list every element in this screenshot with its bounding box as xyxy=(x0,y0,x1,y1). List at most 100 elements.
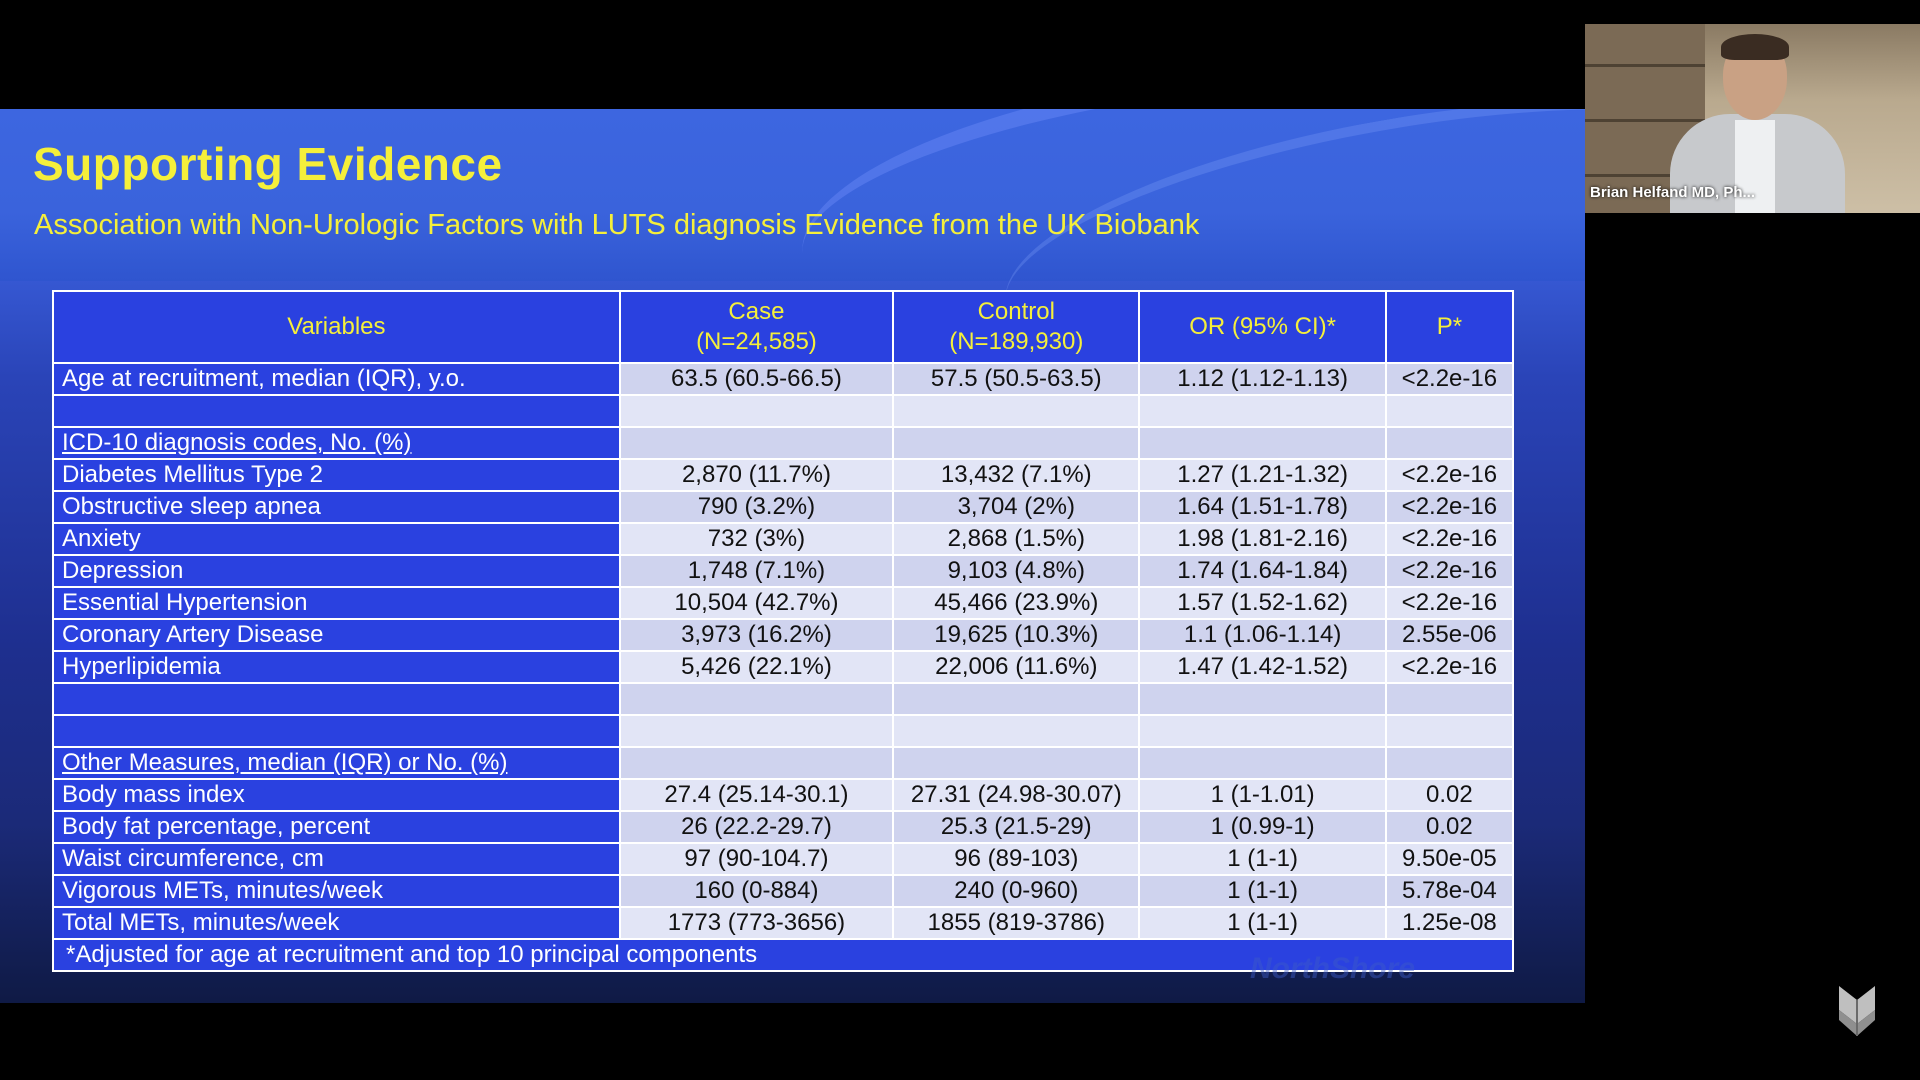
cell-control: 9,103 (4.8%) xyxy=(892,554,1141,588)
row-label: Age at recruitment, median (IQR), y.o. xyxy=(52,362,621,396)
row-label: Body mass index xyxy=(52,778,621,812)
cell-control xyxy=(892,746,1141,780)
row-label xyxy=(52,682,621,716)
table-row: Body mass index 27.4 (25.14-30.1) 27.31 (2… xyxy=(52,778,1515,812)
cell-control xyxy=(892,714,1141,748)
row-label: Hyperlipidemia xyxy=(52,650,621,684)
cell-p xyxy=(1384,426,1515,460)
row-label: Diabetes Mellitus Type 2 xyxy=(52,458,621,492)
cell-p: <2.2e-16 xyxy=(1384,554,1515,588)
row-label xyxy=(52,714,621,748)
cell-or: 1 (0.99-1) xyxy=(1138,810,1387,844)
cell-case: 26 (22.2-29.7) xyxy=(618,810,895,844)
row-label: Total METs, minutes/week xyxy=(52,906,621,940)
table-row: Waist circumference, cm 97 (90-104.7) 96 (… xyxy=(52,842,1515,876)
shelf-line xyxy=(1585,64,1705,67)
cell-case: 2,870 (11.7%) xyxy=(618,458,895,492)
slide-watermark-logo: NorthShore xyxy=(1250,952,1415,985)
row-label: Other Measures, median (IQR) or No. (%) xyxy=(52,746,621,780)
table-row: Essential Hypertension 10,504 (42.7%) 45,4… xyxy=(52,586,1515,620)
table-row: Obstructive sleep apnea 790 (3.2%) 3,704 (… xyxy=(52,490,1515,524)
cell-case xyxy=(618,746,895,780)
cell-p: <2.2e-16 xyxy=(1384,522,1515,556)
cell-or: 1 (1-1) xyxy=(1138,842,1387,876)
cell-control: 19,625 (10.3%) xyxy=(892,618,1141,652)
row-label: Body fat percentage, percent xyxy=(52,810,621,844)
table-row: Anxiety 732 (3%) 2,868 (1.5%) 1.98 (1.81-2.… xyxy=(52,522,1515,556)
cell-or: 1.98 (1.81-2.16) xyxy=(1138,522,1387,556)
table-row: ICD-10 diagnosis codes, No. (%) xyxy=(52,426,1515,460)
cell-case: 3,973 (16.2%) xyxy=(618,618,895,652)
slide-subtitle: Association with Non-Urologic Factors wi… xyxy=(34,209,1200,241)
slide-title: Supporting Evidence xyxy=(33,138,503,190)
cell-control: 22,006 (11.6%) xyxy=(892,650,1141,684)
cell-case xyxy=(618,714,895,748)
cell-case xyxy=(618,682,895,716)
cell-p: <2.2e-16 xyxy=(1384,458,1515,492)
slide-header-band xyxy=(0,109,1585,281)
cell-or: 1.1 (1.06-1.14) xyxy=(1138,618,1387,652)
cell-case: 160 (0-884) xyxy=(618,874,895,908)
cell-p: 0.02 xyxy=(1384,778,1515,812)
table-row: Vigorous METs, minutes/week 160 (0-884) 24… xyxy=(52,874,1515,908)
table-row: Total METs, minutes/week 1773 (773-3656) 1… xyxy=(52,906,1515,940)
evidence-table: Variables Case (N=24,585) Control (N=189… xyxy=(52,290,1515,972)
cell-or xyxy=(1138,714,1387,748)
participant-hair xyxy=(1721,34,1789,60)
cell-control: 27.31 (24.98-30.07) xyxy=(892,778,1141,812)
presentation-slide: Supporting Evidence Association with Non… xyxy=(0,109,1585,1003)
cell-p: <2.2e-16 xyxy=(1384,490,1515,524)
cell-or xyxy=(1138,426,1387,460)
cell-case: 97 (90-104.7) xyxy=(618,842,895,876)
cell-p xyxy=(1384,714,1515,748)
cell-or: 1.27 (1.21-1.32) xyxy=(1138,458,1387,492)
participant-name-label: Brian Helfand MD, Ph... xyxy=(1590,184,1756,201)
cell-case: 27.4 (25.14-30.1) xyxy=(618,778,895,812)
cell-or: 1.12 (1.12-1.13) xyxy=(1138,362,1387,396)
cell-or: 1.64 (1.51-1.78) xyxy=(1138,490,1387,524)
cell-p: <2.2e-16 xyxy=(1384,362,1515,396)
row-label: Waist circumference, cm xyxy=(52,842,621,876)
cell-case xyxy=(618,426,895,460)
cell-case: 63.5 (60.5-66.5) xyxy=(618,362,895,396)
cell-control: 96 (89-103) xyxy=(892,842,1141,876)
cell-p: 2.55e-06 xyxy=(1384,618,1515,652)
header-control-title: Control xyxy=(977,298,1055,325)
cell-control: 240 (0-960) xyxy=(892,874,1141,908)
cell-or: 1.74 (1.64-1.84) xyxy=(1138,554,1387,588)
cell-or: 1 (1-1) xyxy=(1138,874,1387,908)
participant-video-tile[interactable]: Brian Helfand MD, Ph... xyxy=(1585,24,1920,213)
header-p: P* xyxy=(1384,290,1515,364)
shelf-line xyxy=(1585,174,1705,177)
cell-p: <2.2e-16 xyxy=(1384,650,1515,684)
cell-p: 9.50e-05 xyxy=(1384,842,1515,876)
row-label: Vigorous METs, minutes/week xyxy=(52,874,621,908)
header-variables: Variables xyxy=(52,290,621,364)
header-or: OR (95% CI)* xyxy=(1138,290,1387,364)
cell-control: 45,466 (23.9%) xyxy=(892,586,1141,620)
cell-or: 1 (1-1.01) xyxy=(1138,778,1387,812)
cell-control: 1855 (819-3786) xyxy=(892,906,1141,940)
cell-case: 732 (3%) xyxy=(618,522,895,556)
table-row: Depression 1,748 (7.1%) 9,103 (4.8%) 1.74 (… xyxy=(52,554,1515,588)
row-label: Depression xyxy=(52,554,621,588)
participant-shirt xyxy=(1735,120,1775,213)
table-row xyxy=(52,394,1515,428)
table-row xyxy=(52,682,1515,716)
cell-p: <2.2e-16 xyxy=(1384,586,1515,620)
cell-case: 1,748 (7.1%) xyxy=(618,554,895,588)
table-row: Diabetes Mellitus Type 2 2,870 (11.7%) 13,… xyxy=(52,458,1515,492)
cell-or: 1 (1-1) xyxy=(1138,906,1387,940)
row-label: Obstructive sleep apnea xyxy=(52,490,621,524)
header-control-n: (N=189,930) xyxy=(949,328,1084,355)
cell-p xyxy=(1384,746,1515,780)
cell-case: 1773 (773-3656) xyxy=(618,906,895,940)
cell-control: 3,704 (2%) xyxy=(892,490,1141,524)
row-label: ICD-10 diagnosis codes, No. (%) xyxy=(52,426,621,460)
cell-control xyxy=(892,426,1141,460)
shelf-line xyxy=(1585,119,1705,122)
row-label: Essential Hypertension xyxy=(52,586,621,620)
table-row: Other Measures, median (IQR) or No. (%) xyxy=(52,746,1515,780)
header-case-title: Case xyxy=(728,298,785,325)
brand-logo-icon xyxy=(1839,986,1875,1036)
